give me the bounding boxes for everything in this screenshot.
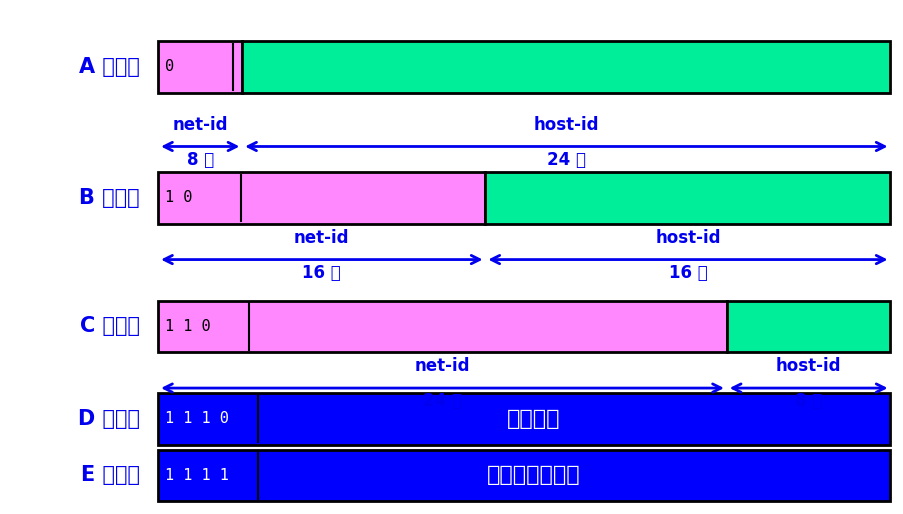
Bar (158, 393, 889, 445)
Bar (158, 450, 889, 501)
Text: host-id: host-id (655, 229, 720, 247)
Text: 1 1 0: 1 1 0 (165, 319, 210, 334)
Bar (242, 41, 889, 93)
Text: D 类地址: D 类地址 (78, 409, 140, 429)
Text: A 类地址: A 类地址 (79, 57, 140, 77)
Bar (485, 172, 889, 224)
Text: 8 位: 8 位 (186, 151, 214, 169)
Bar (158, 172, 485, 224)
Text: 1 1 1 0: 1 1 1 0 (165, 411, 229, 427)
Text: C 类地址: C 类地址 (80, 317, 140, 336)
Text: net-id: net-id (293, 229, 349, 247)
Text: 保留为今后使用: 保留为今后使用 (486, 466, 580, 485)
Text: 24 位: 24 位 (423, 392, 461, 410)
Text: 8 位: 8 位 (794, 392, 822, 410)
Text: 24 位: 24 位 (546, 151, 585, 169)
Text: host-id: host-id (533, 116, 599, 134)
Text: host-id: host-id (775, 357, 841, 375)
Text: 多播地址: 多播地址 (506, 409, 560, 429)
Text: 16 位: 16 位 (668, 264, 706, 282)
Text: B 类地址: B 类地址 (79, 188, 140, 208)
Text: E 类地址: E 类地址 (81, 466, 140, 485)
Bar (158, 301, 726, 352)
Text: net-id: net-id (172, 116, 228, 134)
Bar (726, 301, 889, 352)
Text: net-id: net-id (414, 357, 470, 375)
Text: 1 1 1 1: 1 1 1 1 (165, 468, 229, 483)
Text: 1 0: 1 0 (165, 190, 192, 206)
Text: 0: 0 (165, 59, 174, 75)
Text: 16 位: 16 位 (303, 264, 340, 282)
Bar (158, 41, 242, 93)
